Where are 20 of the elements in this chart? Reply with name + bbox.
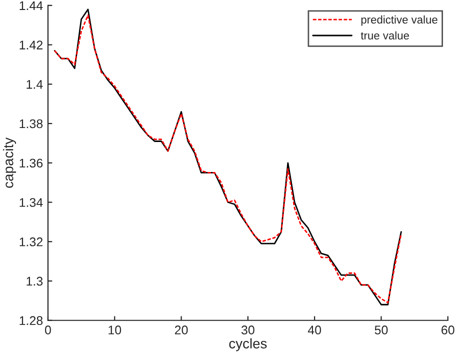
y-axis-title: capacity (3, 137, 16, 188)
y-tick-label: 1.36 (20, 158, 43, 168)
x-tick-label: 0 (45, 326, 51, 334)
y-tick-label: 1.3 (26, 276, 43, 286)
y-tick-label: 1.4 (26, 80, 43, 89)
x-tick-label: 10 (108, 326, 122, 334)
x-tick-label: 40 (308, 326, 322, 334)
y-tick-label: 1.34 (20, 198, 43, 207)
x-tick-label: 20 (174, 326, 188, 334)
y-tick-label: 1.28 (20, 316, 43, 326)
x-tick-label: 50 (374, 326, 388, 334)
y-tick-label: 1.38 (20, 119, 43, 128)
y-tick-label: 1.44 (20, 1, 43, 10)
legend-label: predictive value (361, 15, 438, 26)
legend-label: true value (360, 31, 409, 40)
y-tick-label: 1.32 (20, 237, 42, 246)
x-axis-title: cycles (229, 338, 267, 352)
x-tick-label: 60 (442, 326, 454, 334)
y-tick-label: 1.42 (20, 40, 42, 50)
x-tick-label: 30 (241, 326, 254, 334)
